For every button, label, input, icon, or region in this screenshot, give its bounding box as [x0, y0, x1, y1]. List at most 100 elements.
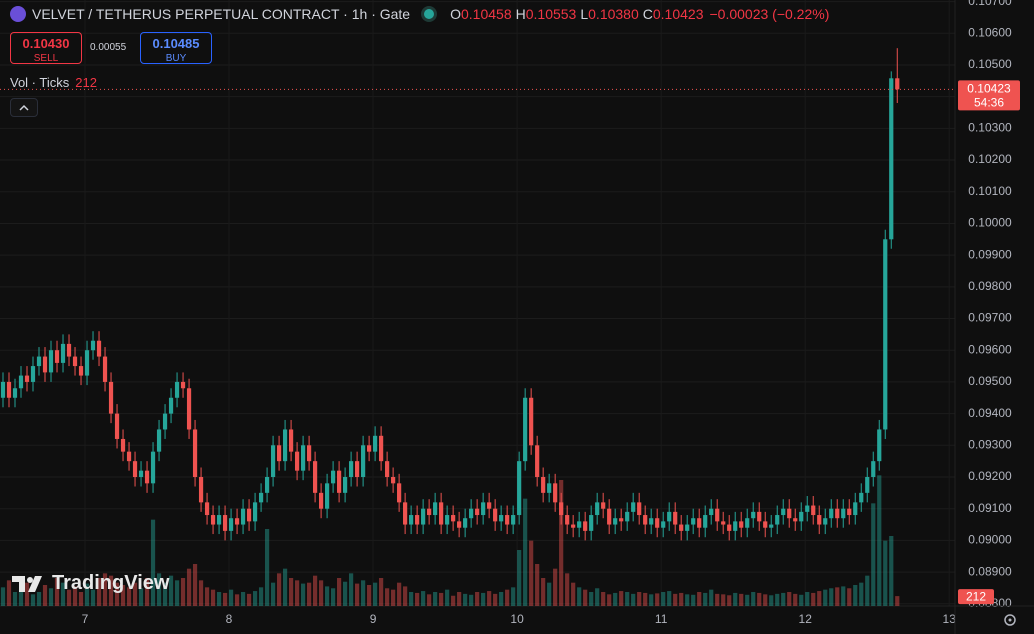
volume-bar	[66, 589, 72, 606]
candle-body	[547, 483, 552, 493]
candle-body	[739, 521, 744, 528]
candle-body	[210, 515, 216, 525]
candle-body	[649, 518, 654, 525]
buy-button[interactable]: 0.10485 BUY	[140, 32, 212, 64]
volume-bar	[673, 593, 678, 606]
candle-body	[409, 515, 414, 525]
candle-body	[361, 445, 366, 478]
volume-bar	[691, 594, 696, 606]
y-tick-label: 0.08900	[968, 564, 1012, 578]
candle-body	[36, 356, 42, 367]
volume-bar	[240, 592, 246, 606]
buy-price: 0.10485	[152, 36, 200, 51]
volume-bar	[445, 589, 450, 606]
ohlc-key: C	[642, 6, 653, 22]
volume-bar	[138, 588, 144, 606]
volume-bar	[595, 588, 600, 606]
volume-bar	[793, 593, 798, 606]
candle-body	[120, 438, 126, 452]
volume-bar	[343, 581, 348, 606]
candle-body	[379, 435, 384, 462]
candle-body	[733, 521, 738, 531]
volume-bar	[805, 592, 810, 606]
last-price-tag	[958, 80, 1020, 111]
candle-body	[252, 502, 258, 522]
candle-body	[511, 515, 516, 525]
buy-label: BUY	[165, 53, 187, 64]
candle-body	[505, 515, 510, 525]
volume-bar	[192, 564, 198, 606]
volume-bar	[493, 593, 498, 606]
candle-body	[487, 502, 492, 509]
volume-bar	[264, 529, 270, 606]
candle-body	[126, 451, 132, 462]
candle-body	[96, 340, 102, 357]
volume-bar	[150, 519, 156, 606]
volume-legend-value: 212	[75, 75, 97, 90]
candle-body	[679, 524, 684, 531]
candle-body	[493, 508, 498, 522]
candle-body	[391, 477, 396, 484]
volume-bar	[288, 578, 294, 606]
volume-legend-label: Vol · Ticks	[10, 75, 70, 90]
volume-bar	[234, 594, 240, 606]
volume-bar	[661, 592, 666, 606]
candle-body	[463, 518, 468, 528]
candle-body	[114, 413, 120, 439]
volume-bar	[294, 580, 300, 606]
volume-bar	[535, 564, 540, 606]
volume-bar	[349, 573, 354, 606]
collapse-button[interactable]	[10, 98, 38, 117]
candle-body	[823, 518, 828, 525]
candle-body	[799, 511, 804, 522]
volume-bar	[835, 587, 840, 606]
volume-bar	[499, 592, 504, 606]
candle-body	[721, 521, 726, 525]
candle-body	[174, 381, 180, 398]
volume-bar	[487, 591, 492, 606]
collapse-icon	[19, 104, 29, 111]
candle-body	[216, 515, 222, 525]
candle-body	[108, 381, 114, 414]
volume-bar	[745, 594, 750, 606]
volume-bar	[270, 582, 276, 606]
volume-bar	[126, 587, 132, 606]
candle-body	[883, 239, 888, 430]
volume-bar	[655, 593, 660, 606]
volume-bar	[817, 591, 822, 606]
volume-bar	[144, 578, 150, 606]
volume-bar	[841, 586, 846, 606]
candle-body	[769, 524, 774, 528]
volume-bar	[481, 592, 486, 606]
volume-bar	[336, 578, 342, 606]
volume-bar	[523, 498, 528, 606]
x-tick-label: 8	[226, 612, 233, 626]
volume-bar	[403, 586, 408, 606]
candle-body	[691, 518, 696, 525]
candle-body	[877, 429, 882, 462]
last-price-label: 0.10423	[967, 82, 1011, 96]
ohlc-key: H	[515, 6, 526, 22]
volume-bar	[276, 573, 282, 606]
volume-bar	[733, 592, 738, 606]
x-tick-label: 10	[510, 612, 524, 626]
volume-bar	[180, 578, 186, 606]
candle-body	[535, 445, 540, 478]
candle-body	[288, 429, 294, 452]
candle-body	[673, 511, 678, 525]
candle-body	[553, 483, 558, 503]
candle-body	[66, 343, 72, 357]
volume-bar	[799, 594, 804, 606]
sell-button[interactable]: 0.10430 SELL	[10, 32, 82, 64]
candle-body	[667, 511, 672, 522]
volume-bar	[457, 592, 462, 606]
candle-body	[78, 366, 84, 376]
volume-bar	[361, 580, 366, 606]
candle-body	[421, 508, 426, 525]
volume-bar	[427, 594, 432, 606]
status-dot	[424, 9, 435, 19]
y-tick-label: 0.10500	[968, 57, 1012, 71]
x-tick-label: 13	[943, 612, 957, 626]
ohlc-key: L	[580, 6, 589, 22]
